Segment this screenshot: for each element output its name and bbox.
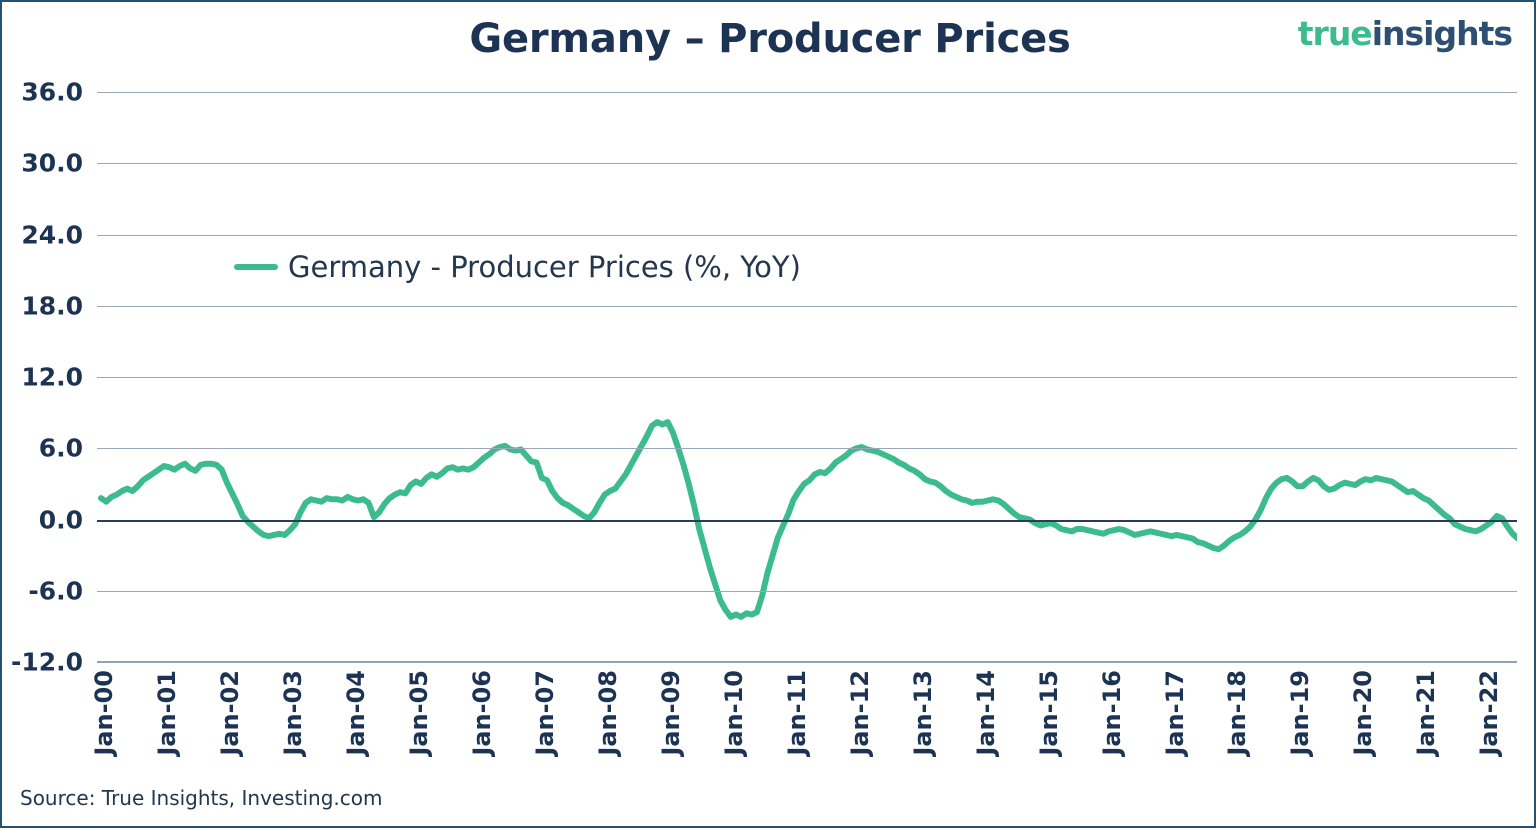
gridline [97,448,1517,450]
x-axis-tick-label: Jan-11 [782,670,811,756]
y-axis-tick-label: -12.0 [10,647,83,677]
x-axis-tick-label: Jan-02 [215,670,244,756]
x-axis-tick-label: Jan-15 [1034,670,1063,756]
gridline [97,234,1517,236]
series-germany-producer-prices [98,419,1517,620]
zero-line [97,519,1517,522]
x-axis-tick-label: Jan-20 [1349,670,1378,756]
brand-logo-true: true [1297,14,1373,53]
x-axis-tick-label: Jan-14 [971,670,1000,756]
gridline [97,163,1517,165]
y-axis-tick-label: -6.0 [28,576,83,606]
x-axis-tick-label: Jan-19 [1286,670,1315,756]
gridline [97,590,1517,592]
x-axis-tick-label: Jan-06 [467,670,496,756]
y-axis-tick-label: 36.0 [21,77,83,107]
page-title: Germany – Producer Prices [469,16,1071,62]
legend-item-label: Germany - Producer Prices (%, YoY) [288,250,801,284]
x-axis-tick-label: Jan-04 [341,670,370,756]
y-axis-tick-label: 0.0 [38,505,83,534]
x-axis-tick-label: Jan-01 [152,670,181,756]
x-axis-tick-label: Jan-07 [530,670,559,756]
x-axis-tick-label: Jan-00 [90,670,118,756]
gridline [97,305,1517,307]
source-note: Source: True Insights, Investing.com [20,786,383,810]
x-axis-tick-label: Jan-17 [1160,670,1189,756]
gridline [97,92,1517,93]
y-axis-tick-label: 18.0 [21,291,83,321]
x-axis-tick-label: Jan-16 [1097,670,1126,756]
y-axis-tick-label: 24.0 [21,220,83,249]
plot-area [97,92,1517,663]
y-axis-tick-label: 6.0 [38,433,83,463]
brand-logo-insights: insights [1371,14,1513,53]
x-axis-tick-label: Jan-08 [593,670,622,756]
x-axis-line [97,661,1517,663]
gridline [97,377,1517,378]
y-axis-tick-label: 12.0 [21,362,83,392]
legend-color-swatch [234,264,278,270]
brand-logo: trueinsights [1297,14,1513,53]
chart-legend: Germany - Producer Prices (%, YoY) [234,250,801,284]
x-axis-tick-label: Jan-18 [1223,670,1252,756]
x-axis-tick-label: Jan-22 [1475,670,1504,756]
x-axis-tick-label: Jan-05 [404,670,433,756]
series-line-chart [98,419,1517,620]
y-axis-tick-label: 30.0 [21,148,83,178]
x-axis-tick-label: Jan-12 [845,670,874,756]
x-axis-tick-label: Jan-03 [278,670,307,756]
x-axis-tick-label: Jan-13 [908,670,937,756]
x-axis-tick-label: Jan-10 [719,670,748,756]
x-axis-tick-label: Jan-09 [656,670,685,756]
x-axis-tick-label: Jan-21 [1412,670,1441,756]
